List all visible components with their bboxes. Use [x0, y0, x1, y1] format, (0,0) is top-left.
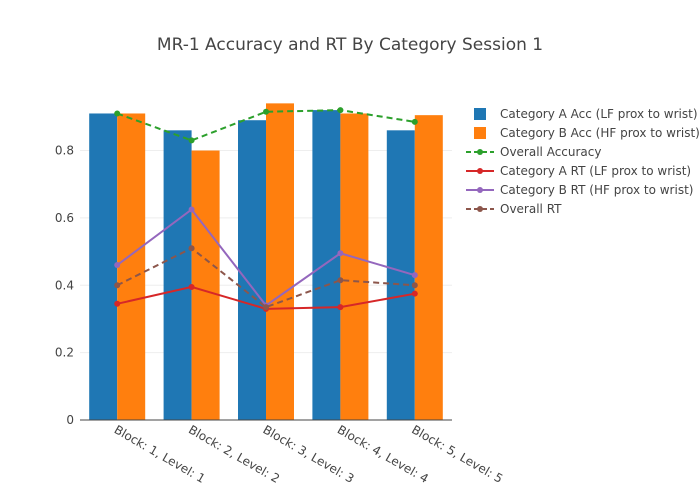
legend-label: Category B RT (HF prox to wrist)	[500, 183, 693, 197]
legend-item[interactable]: Category A Acc (LF prox to wrist)	[474, 107, 698, 121]
data-point	[411, 282, 418, 289]
data-point	[188, 137, 195, 144]
series-line	[116, 109, 415, 142]
legend-label: Category A Acc (LF prox to wrist)	[500, 107, 698, 121]
data-point	[188, 206, 195, 213]
data-point	[114, 110, 121, 117]
legend-label: Category B Acc (HF prox to wrist)	[500, 126, 700, 140]
chart-title: MR-1 Accuracy and RT By Category Session…	[157, 35, 543, 55]
legend-item[interactable]: Category B RT (HF prox to wrist)	[466, 183, 693, 197]
bar-layer	[89, 103, 443, 421]
data-point	[337, 107, 344, 114]
y-tick-label: 0.6	[55, 211, 74, 225]
legend-item[interactable]: Category B Acc (HF prox to wrist)	[474, 126, 700, 140]
legend-marker	[477, 206, 483, 212]
data-point	[188, 245, 195, 252]
data-point	[114, 262, 121, 269]
legend-swatch	[474, 108, 486, 120]
line-layer	[114, 107, 418, 312]
y-tick-label: 0.4	[55, 278, 74, 292]
bar	[340, 113, 369, 420]
legend-marker	[477, 187, 483, 193]
legend-label: Overall RT	[500, 202, 562, 216]
data-point	[411, 272, 418, 279]
bar	[89, 113, 118, 420]
bar	[238, 120, 266, 421]
series-line	[116, 247, 415, 309]
legend-swatch	[474, 127, 486, 139]
legend-marker	[477, 149, 483, 155]
legend-label: Overall Accuracy	[500, 145, 601, 159]
bar	[312, 110, 341, 421]
y-tick-label: 0	[66, 413, 74, 427]
data-point	[114, 300, 121, 307]
bar	[117, 113, 146, 420]
data-point	[263, 304, 269, 311]
data-point	[337, 250, 344, 257]
legend-marker	[477, 168, 483, 174]
bar	[191, 150, 220, 421]
y-tick-label: 0.2	[55, 346, 74, 360]
y-tick-label: 0.8	[55, 144, 74, 158]
data-point	[411, 118, 418, 125]
bar	[414, 115, 443, 420]
bar	[386, 130, 415, 420]
data-point	[337, 304, 344, 311]
legend[interactable]: Category A Acc (LF prox to wrist) Categor…	[466, 107, 700, 216]
legend-item[interactable]: Overall RT	[466, 202, 562, 216]
data-point	[337, 277, 344, 284]
data-point	[411, 290, 418, 297]
bar	[163, 130, 192, 420]
legend-item[interactable]: Overall Accuracy	[466, 145, 601, 159]
data-point	[114, 282, 121, 289]
legend-item[interactable]: Category A RT (LF prox to wrist)	[466, 164, 691, 178]
bar	[266, 103, 294, 421]
data-point	[188, 283, 195, 290]
data-point	[263, 108, 269, 115]
legend-label: Category A RT (LF prox to wrist)	[500, 164, 691, 178]
